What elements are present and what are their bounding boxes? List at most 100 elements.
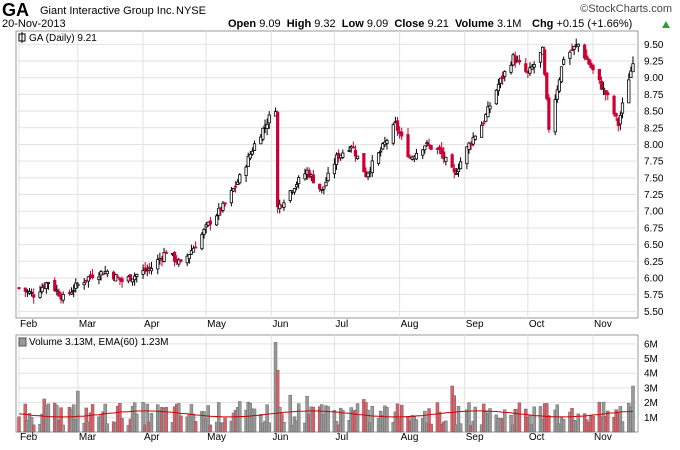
candle-body [530,66,534,70]
volume-x-tick-label: Nov [594,432,612,443]
price-panel: 5.50 5.75 6.00 6.25 6.50 6.75 7.00 7.25 7.50 7.75… [15,30,664,330]
candle-body [484,114,488,122]
candle-body [454,173,458,175]
candle-body [465,146,469,165]
candlestick [385,138,389,150]
candlestick [553,94,557,136]
ticker-symbol: GA [2,0,29,20]
candle-body [105,270,109,275]
volume-bar [429,423,433,433]
candlestick [17,286,21,290]
volume-bar [90,404,95,433]
candlestick [528,62,532,77]
candle-body [559,66,564,83]
volume-bar [179,415,183,433]
candle-body [259,136,263,145]
candle-body [501,75,505,79]
candle-body [467,142,471,150]
stockcharts-watermark[interactable]: ©StockCharts.com [580,3,672,15]
candle-body [76,283,80,287]
volume-bar [103,403,107,433]
candlestick [208,217,212,231]
candlestick [450,152,454,168]
candle-body [72,289,76,292]
candlestick [629,66,633,79]
candle-body [513,55,517,64]
candlestick [524,58,528,74]
candlestick [473,135,477,141]
candlestick [324,177,328,187]
candle-body [545,72,549,99]
candlestick [421,149,425,160]
volume-bar [427,408,431,433]
candlestick [618,111,622,131]
volume-bar [32,424,36,433]
candle-body [612,95,616,115]
candlestick [90,268,95,280]
candle-body [90,274,95,279]
volume-y-tick-label: 3M [644,383,658,394]
candlestick [557,77,562,93]
volume-x-tick-label: Oct [529,432,545,443]
candlestick [194,241,198,249]
candle-body [23,287,27,292]
volume-y-tick-label: 6M [644,339,658,350]
candlestick [517,54,522,65]
candle-body [252,143,257,151]
volume-bar [503,409,507,433]
candle-body [133,275,137,281]
candlestick [456,163,461,177]
candle-body [53,280,57,291]
candle-body [620,102,625,114]
candlestick [587,57,591,66]
volume-bar [509,414,513,433]
candle-body [471,136,475,145]
candlestick [145,264,149,277]
volume-bar [355,403,360,433]
candlestick [133,272,137,286]
candle-body [233,185,238,188]
volume-bar [458,423,463,433]
volume-x-tick-label: May [207,432,226,443]
candle-body [292,188,297,193]
volume-bar [311,407,316,433]
candlestick [217,203,221,220]
candle-body [177,259,181,265]
open-label: Open [228,18,257,30]
volume-bar [265,404,269,433]
volume-bar [473,406,477,433]
candlestick [162,247,166,263]
candle-body [557,79,562,92]
candle-body [503,71,507,77]
candle-body [509,64,513,73]
candlestick [57,288,61,297]
candle-body [208,220,212,225]
candlestick [543,46,547,77]
candlestick [501,71,505,86]
candlestick [597,68,601,84]
volume-bar [252,408,257,433]
candlestick [252,140,257,152]
volume-bar [208,424,213,433]
candle-body [606,92,610,96]
candlestick [223,202,227,207]
candlestick [429,144,433,151]
volume-panel: 1M 2M 3M 4M 5M 6M Feb Mar Apr May Jun Jul Aug Sep Oct N… [15,334,658,443]
candle-body [362,153,366,173]
candlestick [276,110,280,214]
candlestick [559,66,564,84]
candlestick [572,46,576,56]
candle-body [204,224,208,228]
volume-x-tick-label: Mar [79,432,97,443]
price-y-tick-label: 6.25 [644,257,664,268]
candlestick [614,112,618,122]
candlestick [395,116,400,136]
candlestick [444,156,448,166]
candlestick [334,152,339,170]
candlestick [248,151,252,161]
candle-body [351,146,355,149]
candlestick [484,113,488,123]
candlestick [141,264,145,279]
price-y-tick-label: 9.00 [644,73,664,84]
